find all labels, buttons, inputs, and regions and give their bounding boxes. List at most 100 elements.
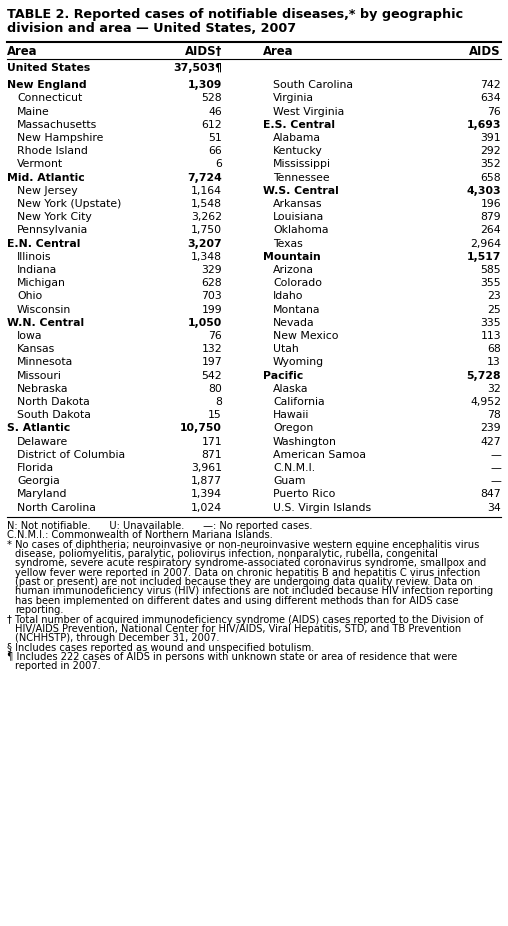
Text: 68: 68 [487, 344, 501, 355]
Text: 78: 78 [487, 410, 501, 420]
Text: 634: 634 [481, 94, 501, 104]
Text: 113: 113 [481, 331, 501, 341]
Text: Georgia: Georgia [17, 476, 60, 486]
Text: disease, poliomyelitis, paralytic, poliovirus infection, nonparalytic, rubella, : disease, poliomyelitis, paralytic, polio… [15, 549, 438, 559]
Text: 6: 6 [215, 159, 222, 169]
Text: reporting.: reporting. [15, 606, 64, 615]
Text: Texas: Texas [273, 239, 303, 248]
Text: N: Not notifiable.      U: Unavailable.      —: No reported cases.: N: Not notifiable. U: Unavailable. —: No… [7, 520, 312, 531]
Text: 4,952: 4,952 [470, 397, 501, 407]
Text: C.N.M.I.: C.N.M.I. [273, 463, 315, 473]
Text: 5,728: 5,728 [466, 370, 501, 381]
Text: 25: 25 [487, 305, 501, 315]
Text: 427: 427 [481, 436, 501, 446]
Text: ¶ Includes 222 cases of AIDS in persons with unknown state or area of residence : ¶ Includes 222 cases of AIDS in persons … [7, 652, 457, 662]
Text: human immunodeficiency virus (HIV) infections are not included because HIV infec: human immunodeficiency virus (HIV) infec… [15, 586, 493, 596]
Text: Kentucky: Kentucky [273, 146, 323, 156]
Text: S. Atlantic: S. Atlantic [7, 423, 70, 433]
Text: 66: 66 [208, 146, 222, 156]
Text: 871: 871 [201, 450, 222, 460]
Text: 1,517: 1,517 [467, 252, 501, 262]
Text: Oklahoma: Oklahoma [273, 225, 329, 235]
Text: 1,750: 1,750 [191, 225, 222, 235]
Text: 658: 658 [481, 172, 501, 182]
Text: 1,877: 1,877 [191, 476, 222, 486]
Text: New Hampshire: New Hampshire [17, 133, 103, 143]
Text: 391: 391 [481, 133, 501, 143]
Text: Puerto Rico: Puerto Rico [273, 490, 335, 499]
Text: division and area — United States, 2007: division and area — United States, 2007 [7, 22, 296, 35]
Text: Hawaii: Hawaii [273, 410, 309, 420]
Text: 15: 15 [208, 410, 222, 420]
Text: W.S. Central: W.S. Central [263, 186, 339, 195]
Text: 329: 329 [201, 265, 222, 275]
Text: syndrome, severe acute respiratory syndrome-associated coronavirus syndrome, sma: syndrome, severe acute respiratory syndr… [15, 558, 486, 569]
Text: 1,309: 1,309 [187, 81, 222, 90]
Text: Missouri: Missouri [17, 370, 62, 381]
Text: 1,548: 1,548 [191, 199, 222, 209]
Text: 13: 13 [487, 357, 501, 368]
Text: (NCHHSTP), through December 31, 2007.: (NCHHSTP), through December 31, 2007. [15, 633, 219, 644]
Text: E.S. Central: E.S. Central [263, 119, 335, 130]
Text: Arkansas: Arkansas [273, 199, 323, 209]
Text: 37,503¶: 37,503¶ [173, 63, 222, 73]
Text: 2,964: 2,964 [470, 239, 501, 248]
Text: Mississippi: Mississippi [273, 159, 331, 169]
Text: 1,024: 1,024 [191, 503, 222, 513]
Text: yellow fever were reported in 2007. Data on chronic hepatitis B and hepatitis C : yellow fever were reported in 2007. Data… [15, 568, 480, 578]
Text: Mountain: Mountain [263, 252, 321, 262]
Text: 703: 703 [201, 292, 222, 301]
Text: 528: 528 [201, 94, 222, 104]
Text: 847: 847 [481, 490, 501, 499]
Text: District of Columbia: District of Columbia [17, 450, 125, 460]
Text: 355: 355 [481, 278, 501, 288]
Text: Area: Area [7, 45, 38, 58]
Text: 34: 34 [487, 503, 501, 513]
Text: 1,348: 1,348 [191, 252, 222, 262]
Text: 197: 197 [201, 357, 222, 368]
Text: 264: 264 [481, 225, 501, 235]
Text: 628: 628 [201, 278, 222, 288]
Text: W.N. Central: W.N. Central [7, 318, 84, 328]
Text: New York City: New York City [17, 212, 92, 222]
Text: Nebraska: Nebraska [17, 383, 69, 394]
Text: South Carolina: South Carolina [273, 81, 353, 90]
Text: 46: 46 [208, 106, 222, 117]
Text: E.N. Central: E.N. Central [7, 239, 80, 248]
Text: 612: 612 [201, 119, 222, 130]
Text: American Samoa: American Samoa [273, 450, 366, 460]
Text: —: — [490, 463, 501, 473]
Text: 585: 585 [481, 265, 501, 275]
Text: —: — [490, 450, 501, 460]
Text: 542: 542 [201, 370, 222, 381]
Text: AIDS: AIDS [469, 45, 501, 58]
Text: (past or present) are not included because they are undergoing data quality revi: (past or present) are not included becau… [15, 577, 473, 587]
Text: Maryland: Maryland [17, 490, 68, 499]
Text: 7,724: 7,724 [187, 172, 222, 182]
Text: Utah: Utah [273, 344, 299, 355]
Text: Iowa: Iowa [17, 331, 43, 341]
Text: 76: 76 [208, 331, 222, 341]
Text: 3,207: 3,207 [187, 239, 222, 248]
Text: New Jersey: New Jersey [17, 186, 78, 195]
Text: 132: 132 [201, 344, 222, 355]
Text: 23: 23 [487, 292, 501, 301]
Text: Idaho: Idaho [273, 292, 303, 301]
Text: 196: 196 [481, 199, 501, 209]
Text: Michigan: Michigan [17, 278, 66, 288]
Text: United States: United States [7, 63, 90, 73]
Text: 51: 51 [208, 133, 222, 143]
Text: New Mexico: New Mexico [273, 331, 338, 341]
Text: Ohio: Ohio [17, 292, 42, 301]
Text: New York (Upstate): New York (Upstate) [17, 199, 121, 209]
Text: C.N.M.I.: Commonwealth of Northern Mariana Islands.: C.N.M.I.: Commonwealth of Northern Maria… [7, 531, 273, 540]
Text: Colorado: Colorado [273, 278, 322, 288]
Text: New England: New England [7, 81, 87, 90]
Text: North Dakota: North Dakota [17, 397, 90, 407]
Text: HIV/AIDS Prevention, National Center for HIV/AIDS, Viral Hepatitis, STD, and TB : HIV/AIDS Prevention, National Center for… [15, 624, 461, 634]
Text: 879: 879 [481, 212, 501, 222]
Text: 199: 199 [201, 305, 222, 315]
Text: 3,262: 3,262 [191, 212, 222, 222]
Text: 239: 239 [481, 423, 501, 433]
Text: 171: 171 [201, 436, 222, 446]
